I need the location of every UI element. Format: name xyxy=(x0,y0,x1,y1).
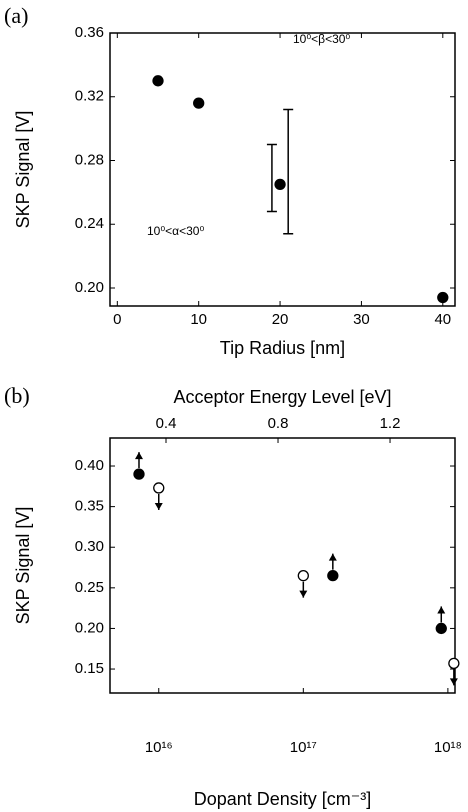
panel-label: (a) xyxy=(4,3,28,28)
plot-frame xyxy=(109,32,456,307)
x2-tick-label: 0.4 xyxy=(156,415,177,432)
error-bar xyxy=(266,143,277,213)
bound-arrowhead xyxy=(299,590,308,598)
y-axis-title: SKP Signal [V] xyxy=(13,111,33,229)
y-tick-label: 0.32 xyxy=(75,88,104,105)
error-bar xyxy=(283,108,294,235)
y-tick-label: 0.35 xyxy=(75,498,104,515)
x-tick-label: 10 xyxy=(190,311,207,328)
x-axis-title: Tip Radius [nm] xyxy=(220,338,345,358)
data-point xyxy=(437,291,449,304)
y-tick-label: 0.30 xyxy=(75,538,104,555)
annotation: 10⁰<β<30⁰ xyxy=(293,32,350,46)
data-point xyxy=(193,97,205,109)
data-point xyxy=(274,178,286,191)
y-tick-label: 0.40 xyxy=(75,457,104,474)
x-tick-label: 10¹⁸ xyxy=(434,739,462,756)
bound-arrowhead xyxy=(154,502,163,510)
x2-tick-label: 1.2 xyxy=(380,415,401,432)
bound-arrowhead xyxy=(437,606,446,614)
data-point xyxy=(297,570,309,582)
x-tick-label: 10¹⁷ xyxy=(290,739,317,756)
bound-arrowhead xyxy=(328,553,337,561)
y-tick-label: 0.25 xyxy=(75,579,104,596)
x2-axis-title: Acceptor Energy Level [eV] xyxy=(173,387,391,407)
annotation: 10⁰<α<30⁰ xyxy=(147,224,204,238)
y-tick-label: 0.20 xyxy=(75,619,104,636)
x-tick-label: 10¹⁶ xyxy=(145,739,173,756)
x-tick-label: 30 xyxy=(353,311,370,328)
x-tick-label: 0 xyxy=(113,311,121,328)
x-axis-title: Dopant Density [cm⁻³] xyxy=(194,789,372,809)
x2-tick-label: 0.8 xyxy=(268,415,289,432)
data-point xyxy=(435,622,447,635)
bound-arrowhead xyxy=(134,452,143,460)
y-tick-label: 0.28 xyxy=(75,151,104,168)
y-tick-label: 0.20 xyxy=(75,279,104,296)
data-point xyxy=(448,657,460,670)
x-tick-label: 20 xyxy=(272,311,289,328)
data-point xyxy=(153,482,165,494)
x-tick-label: 40 xyxy=(434,311,451,328)
bound-arrowhead xyxy=(449,678,458,686)
y-axis-title: SKP Signal [V] xyxy=(13,507,33,625)
plot-frame xyxy=(109,437,456,694)
panel-label: (b) xyxy=(4,383,30,408)
y-tick-label: 0.24 xyxy=(75,215,104,232)
y-tick-label: 0.15 xyxy=(75,660,104,677)
y-tick-label: 0.36 xyxy=(75,24,104,41)
data-point xyxy=(327,570,339,582)
data-point xyxy=(152,75,164,87)
data-point xyxy=(133,468,145,480)
